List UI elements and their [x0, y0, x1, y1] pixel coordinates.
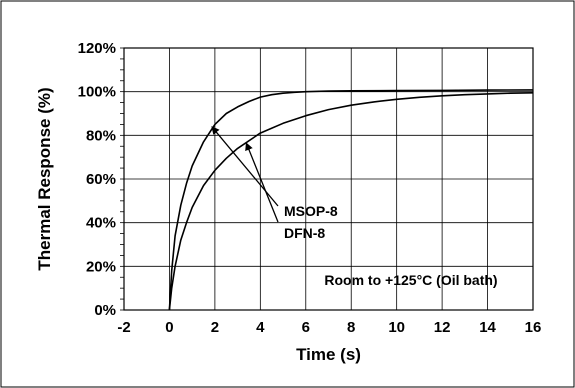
test-condition-note: Room to +125°C (Oil bath) [324, 272, 497, 288]
y-tick-label: 0% [94, 302, 116, 319]
x-tick-label: 12 [434, 319, 451, 336]
y-tick-label: 80% [86, 127, 116, 144]
y-tick-label: 40% [86, 215, 116, 232]
series-label-msop-8: MSOP-8 [284, 203, 338, 219]
y-tick-label: 60% [86, 171, 116, 188]
x-tick-label: 0 [165, 319, 173, 336]
x-tick-label: 2 [211, 319, 219, 336]
y-axis-title: Thermal Response (%) [35, 87, 54, 270]
callout-arrow-msop-8 [211, 126, 279, 207]
series-line-msop-8 [168, 89, 534, 311]
x-tick-label: -2 [117, 319, 130, 336]
y-tick-labels: 0% 20% 40% 60% 80% 100% 120% [78, 40, 116, 319]
y-tick-label: 20% [86, 258, 116, 275]
x-tick-label: 4 [256, 319, 265, 336]
y-tick-label: 120% [78, 40, 116, 57]
series-callouts: MSOP-8 DFN-8 [211, 126, 338, 241]
series-layer [168, 89, 534, 311]
x-tick-label: 8 [347, 319, 355, 336]
series-line-dfn-8 [168, 92, 534, 311]
x-tick-label: 14 [479, 319, 496, 336]
x-axis-title: Time (s) [296, 345, 361, 364]
series-label-dfn-8: DFN-8 [284, 225, 325, 241]
y-tick-label: 100% [78, 84, 116, 101]
x-tick-label: 10 [388, 319, 405, 336]
x-tick-label: 6 [302, 319, 310, 336]
x-tick-labels: -2 0 2 4 6 8 10 12 14 16 [117, 319, 541, 336]
callout-arrow-dfn-8 [245, 142, 279, 223]
x-tick-label: 16 [525, 319, 542, 336]
plot-area [123, 47, 534, 311]
